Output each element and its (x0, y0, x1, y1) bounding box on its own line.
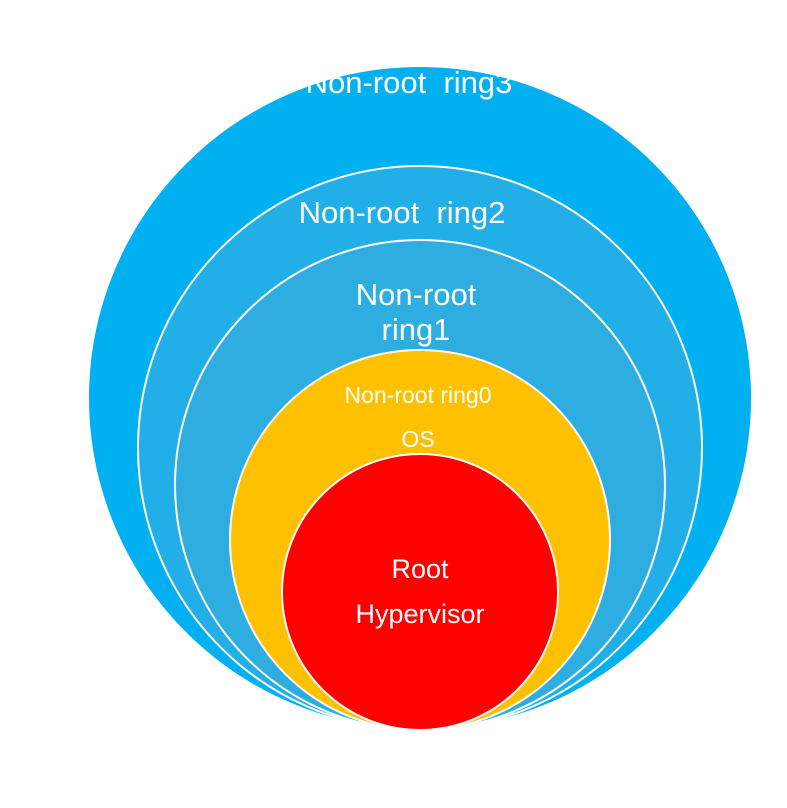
ring3-label: Non-root ring3 (306, 65, 513, 100)
ring0-label: Non-root ring0 (344, 382, 491, 408)
root-label: Root (391, 554, 449, 584)
os-label: OS (401, 426, 434, 452)
ring2-label: Non-root ring2 (299, 195, 506, 230)
ring1-label-line2: ring1 (382, 312, 451, 347)
ring1-label-line1: Non-root (356, 277, 477, 312)
root-circle (281, 453, 559, 731)
hypervisor-label: Hypervisor (355, 599, 484, 629)
